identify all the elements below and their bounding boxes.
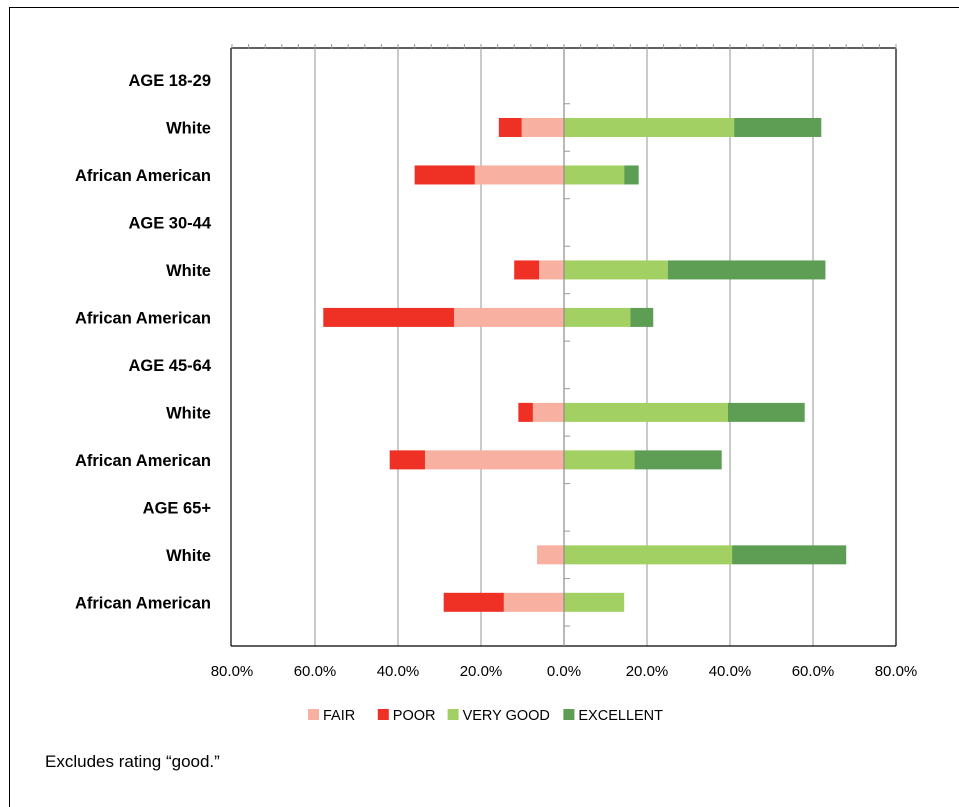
category-label: AGE 65+ bbox=[143, 499, 211, 517]
bar-excellent bbox=[630, 307, 654, 327]
bar-very-good bbox=[564, 117, 735, 137]
chart-frame bbox=[9, 7, 959, 807]
x-tick-label: 60.0% bbox=[294, 663, 337, 680]
category-label: African American bbox=[75, 167, 211, 185]
legend-label: VERY GOOD bbox=[463, 708, 550, 724]
bar-excellent bbox=[634, 450, 722, 470]
footnote: Excludes rating “good.” bbox=[45, 752, 220, 771]
bar-very-good bbox=[564, 545, 733, 565]
legend-label: EXCELLENT bbox=[578, 708, 663, 724]
bar-poor bbox=[389, 450, 425, 470]
category-label: AGE 18-29 bbox=[128, 72, 211, 90]
bar-poor bbox=[323, 307, 455, 327]
bar-very-good bbox=[564, 260, 668, 280]
bar-very-good bbox=[564, 307, 631, 327]
legend-swatch bbox=[563, 709, 575, 720]
x-tick-label: 20.0% bbox=[460, 663, 503, 680]
bar-excellent bbox=[734, 117, 822, 137]
bar-excellent bbox=[667, 260, 826, 280]
legend-swatch bbox=[377, 709, 389, 720]
bar-very-good bbox=[564, 450, 635, 470]
category-label: White bbox=[166, 119, 211, 137]
bar-fair bbox=[537, 545, 564, 565]
bar-poor bbox=[498, 117, 522, 137]
category-label: White bbox=[166, 404, 211, 422]
bar-excellent bbox=[624, 165, 639, 185]
legend-label: POOR bbox=[393, 708, 436, 724]
category-labels: AGE 18-29 White African American AGE 30-44 W… bbox=[75, 72, 212, 612]
category-label: White bbox=[166, 547, 211, 565]
bar-poor bbox=[443, 592, 504, 612]
category-label: African American bbox=[75, 309, 211, 327]
axis-layer bbox=[230, 44, 897, 647]
legend: FAIR POOR VERY GOOD EXCELLENT bbox=[308, 708, 663, 724]
x-tick-label: 40.0% bbox=[377, 663, 420, 680]
category-label: African American bbox=[75, 594, 211, 612]
category-label: African American bbox=[75, 452, 211, 470]
x-tick-label: 40.0% bbox=[709, 663, 752, 680]
bar-poor bbox=[414, 165, 475, 185]
legend-swatch bbox=[308, 709, 319, 720]
legend-label: FAIR bbox=[323, 708, 355, 724]
category-label: White bbox=[166, 262, 211, 280]
x-tick-label: 60.0% bbox=[792, 663, 835, 680]
bar-fair bbox=[474, 165, 564, 185]
x-tick-labels: 80.0% 60.0% 40.0% 20.0% 0.0% 20.0% 40.0% 60.0% 8… bbox=[211, 663, 918, 680]
bar-fair bbox=[532, 402, 564, 422]
legend-swatch bbox=[447, 709, 459, 720]
x-tick-label: 80.0% bbox=[875, 663, 918, 680]
bar-fair bbox=[424, 450, 564, 470]
bar-excellent bbox=[727, 402, 805, 422]
bar-very-good bbox=[564, 165, 625, 185]
category-label: AGE 30-44 bbox=[128, 214, 211, 232]
bar-fair bbox=[454, 307, 564, 327]
x-tick-label: 80.0% bbox=[211, 663, 254, 680]
bar-very-good bbox=[564, 592, 625, 612]
x-tick-label: 20.0% bbox=[626, 663, 669, 680]
bar-fair bbox=[503, 592, 564, 612]
bar-layer bbox=[323, 117, 847, 612]
x-tick-label: 0.0% bbox=[547, 663, 581, 680]
bar-poor bbox=[518, 402, 533, 422]
bar-poor bbox=[514, 260, 540, 280]
bar-fair bbox=[521, 117, 564, 137]
bar-excellent bbox=[732, 545, 847, 565]
bar-fair bbox=[539, 260, 564, 280]
bar-very-good bbox=[564, 402, 728, 422]
category-label: AGE 45-64 bbox=[128, 357, 211, 375]
